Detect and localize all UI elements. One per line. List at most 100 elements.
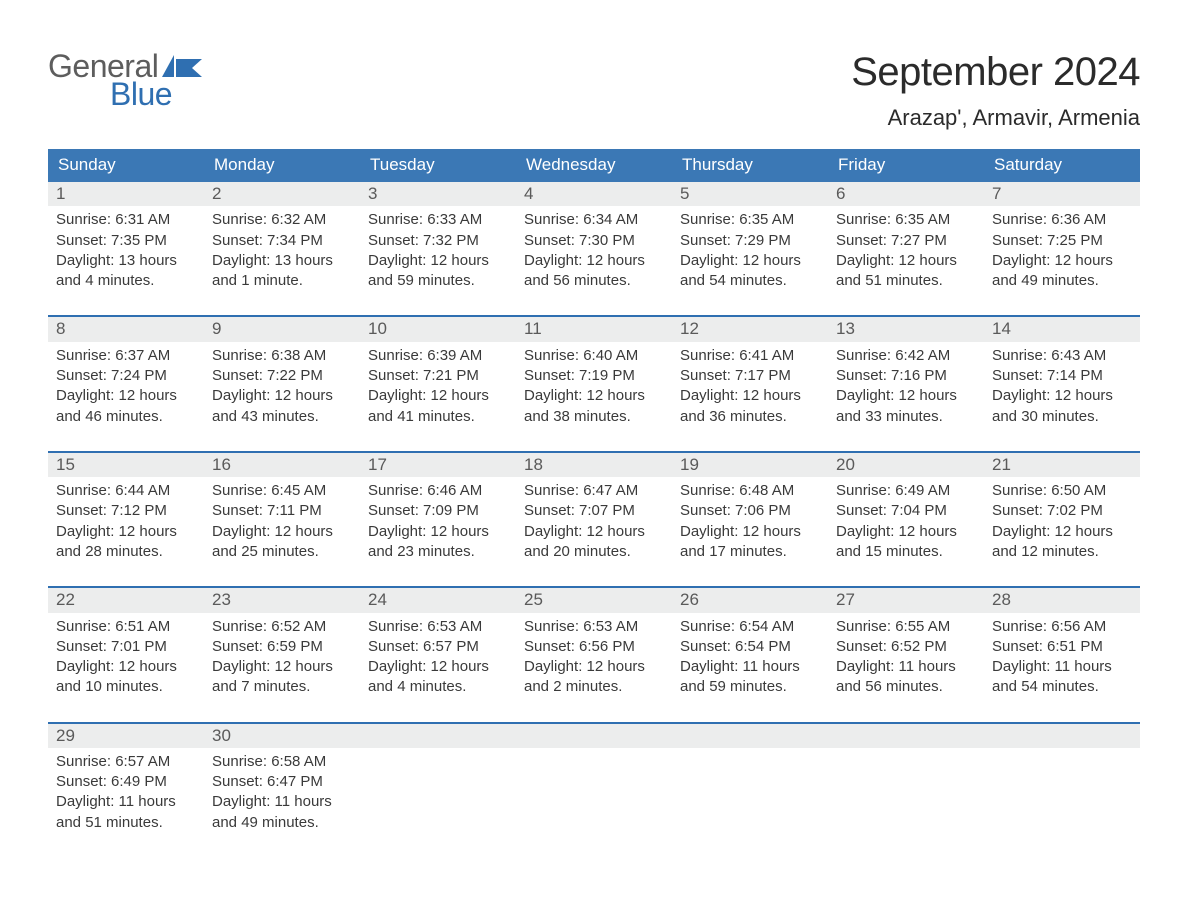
- daylight-label-line2: and 28 minutes.: [56, 542, 196, 562]
- daylight-label-line2: and 59 minutes.: [368, 271, 508, 291]
- day-cell: Sunrise: 6:51 AMSunset: 7:01 PMDaylight:…: [48, 613, 204, 702]
- day-cell: Sunrise: 6:47 AMSunset: 7:07 PMDaylight:…: [516, 477, 672, 566]
- empty-day-number: [984, 724, 1140, 748]
- month-title: September 2024: [851, 50, 1140, 95]
- sunset-label: Sunset: 7:30 PM: [524, 231, 664, 251]
- daylight-label-line2: and 56 minutes.: [836, 677, 976, 697]
- day-cell: Sunrise: 6:56 AMSunset: 6:51 PMDaylight:…: [984, 613, 1140, 702]
- sunrise-label: Sunrise: 6:46 AM: [368, 481, 508, 501]
- day-cell: Sunrise: 6:42 AMSunset: 7:16 PMDaylight:…: [828, 342, 984, 431]
- daylight-label-line2: and 4 minutes.: [56, 271, 196, 291]
- dow-monday: Monday: [204, 149, 360, 182]
- sunrise-label: Sunrise: 6:56 AM: [992, 617, 1132, 637]
- daylight-label-line2: and 56 minutes.: [524, 271, 664, 291]
- daylight-label-line1: Daylight: 12 hours: [680, 251, 820, 271]
- day-number: 4: [516, 182, 672, 206]
- sunrise-label: Sunrise: 6:31 AM: [56, 210, 196, 230]
- daylight-label-line2: and 20 minutes.: [524, 542, 664, 562]
- day-number: 24: [360, 588, 516, 612]
- sunrise-label: Sunrise: 6:55 AM: [836, 617, 976, 637]
- sunset-label: Sunset: 7:34 PM: [212, 231, 352, 251]
- day-number: 21: [984, 453, 1140, 477]
- day-cell: Sunrise: 6:44 AMSunset: 7:12 PMDaylight:…: [48, 477, 204, 566]
- daylight-label-line1: Daylight: 12 hours: [212, 386, 352, 406]
- day-number: 11: [516, 317, 672, 341]
- daylight-label-line2: and 12 minutes.: [992, 542, 1132, 562]
- daylight-label-line1: Daylight: 12 hours: [992, 522, 1132, 542]
- day-cell: Sunrise: 6:43 AMSunset: 7:14 PMDaylight:…: [984, 342, 1140, 431]
- daylight-label-line1: Daylight: 12 hours: [836, 386, 976, 406]
- empty-day-number: [672, 724, 828, 748]
- day-number: 18: [516, 453, 672, 477]
- calendar-week: 2930Sunrise: 6:57 AMSunset: 6:49 PMDayli…: [48, 722, 1140, 837]
- daylight-label-line1: Daylight: 12 hours: [992, 386, 1132, 406]
- sunset-label: Sunset: 6:57 PM: [368, 637, 508, 657]
- daylight-label-line1: Daylight: 12 hours: [212, 522, 352, 542]
- day-cell: Sunrise: 6:48 AMSunset: 7:06 PMDaylight:…: [672, 477, 828, 566]
- sunrise-label: Sunrise: 6:34 AM: [524, 210, 664, 230]
- sunrise-label: Sunrise: 6:53 AM: [368, 617, 508, 637]
- sunrise-label: Sunrise: 6:43 AM: [992, 346, 1132, 366]
- daylight-label-line2: and 51 minutes.: [56, 813, 196, 833]
- title-block: September 2024 Arazap', Armavir, Armenia: [851, 50, 1140, 131]
- daylight-label-line2: and 54 minutes.: [680, 271, 820, 291]
- daylight-label-line1: Daylight: 12 hours: [56, 386, 196, 406]
- day-cell: Sunrise: 6:39 AMSunset: 7:21 PMDaylight:…: [360, 342, 516, 431]
- day-number: 29: [48, 724, 204, 748]
- sunset-label: Sunset: 6:52 PM: [836, 637, 976, 657]
- daylight-label-line2: and 59 minutes.: [680, 677, 820, 697]
- daylight-label-line2: and 36 minutes.: [680, 407, 820, 427]
- daylight-label-line1: Daylight: 12 hours: [524, 386, 664, 406]
- daylight-label-line2: and 33 minutes.: [836, 407, 976, 427]
- day-cell: Sunrise: 6:58 AMSunset: 6:47 PMDaylight:…: [204, 748, 360, 837]
- sunrise-label: Sunrise: 6:51 AM: [56, 617, 196, 637]
- day-cell: Sunrise: 6:35 AMSunset: 7:29 PMDaylight:…: [672, 206, 828, 295]
- day-cell: Sunrise: 6:46 AMSunset: 7:09 PMDaylight:…: [360, 477, 516, 566]
- location-label: Arazap', Armavir, Armenia: [851, 105, 1140, 131]
- sunrise-label: Sunrise: 6:58 AM: [212, 752, 352, 772]
- sunset-label: Sunset: 6:54 PM: [680, 637, 820, 657]
- daylight-label-line1: Daylight: 11 hours: [992, 657, 1132, 677]
- day-cell: Sunrise: 6:45 AMSunset: 7:11 PMDaylight:…: [204, 477, 360, 566]
- daylight-label-line2: and 51 minutes.: [836, 271, 976, 291]
- sunset-label: Sunset: 7:29 PM: [680, 231, 820, 251]
- sunset-label: Sunset: 7:25 PM: [992, 231, 1132, 251]
- daylight-label-line2: and 54 minutes.: [992, 677, 1132, 697]
- empty-day-cell: [360, 748, 516, 837]
- day-cell: Sunrise: 6:53 AMSunset: 6:57 PMDaylight:…: [360, 613, 516, 702]
- day-number: 27: [828, 588, 984, 612]
- dow-tuesday: Tuesday: [360, 149, 516, 182]
- daylight-label-line2: and 49 minutes.: [212, 813, 352, 833]
- daylight-label-line2: and 25 minutes.: [212, 542, 352, 562]
- daylight-label-line1: Daylight: 13 hours: [56, 251, 196, 271]
- sunset-label: Sunset: 7:14 PM: [992, 366, 1132, 386]
- daylight-label-line1: Daylight: 12 hours: [524, 522, 664, 542]
- day-cell: Sunrise: 6:57 AMSunset: 6:49 PMDaylight:…: [48, 748, 204, 837]
- logo: General Blue: [48, 50, 202, 113]
- sunset-label: Sunset: 7:17 PM: [680, 366, 820, 386]
- page: General Blue September 2024 Arazap', Arm…: [0, 0, 1188, 918]
- dow-wednesday: Wednesday: [516, 149, 672, 182]
- empty-day-cell: [672, 748, 828, 837]
- header: General Blue September 2024 Arazap', Arm…: [48, 50, 1140, 131]
- calendar-week: 891011121314Sunrise: 6:37 AMSunset: 7:24…: [48, 315, 1140, 430]
- daylight-label-line1: Daylight: 12 hours: [56, 657, 196, 677]
- sunset-label: Sunset: 7:07 PM: [524, 501, 664, 521]
- day-number: 1: [48, 182, 204, 206]
- daylight-label-line2: and 2 minutes.: [524, 677, 664, 697]
- daylight-label-line1: Daylight: 12 hours: [992, 251, 1132, 271]
- daylight-label-line1: Daylight: 13 hours: [212, 251, 352, 271]
- sunrise-label: Sunrise: 6:32 AM: [212, 210, 352, 230]
- daylight-label-line1: Daylight: 12 hours: [368, 522, 508, 542]
- day-cell: Sunrise: 6:41 AMSunset: 7:17 PMDaylight:…: [672, 342, 828, 431]
- daylight-label-line1: Daylight: 12 hours: [368, 251, 508, 271]
- daylight-label-line1: Daylight: 12 hours: [680, 386, 820, 406]
- sunrise-label: Sunrise: 6:49 AM: [836, 481, 976, 501]
- day-number: 15: [48, 453, 204, 477]
- sunrise-label: Sunrise: 6:44 AM: [56, 481, 196, 501]
- sunrise-label: Sunrise: 6:52 AM: [212, 617, 352, 637]
- day-cell: Sunrise: 6:38 AMSunset: 7:22 PMDaylight:…: [204, 342, 360, 431]
- sunset-label: Sunset: 7:27 PM: [836, 231, 976, 251]
- daylight-label-line1: Daylight: 12 hours: [56, 522, 196, 542]
- sunrise-label: Sunrise: 6:48 AM: [680, 481, 820, 501]
